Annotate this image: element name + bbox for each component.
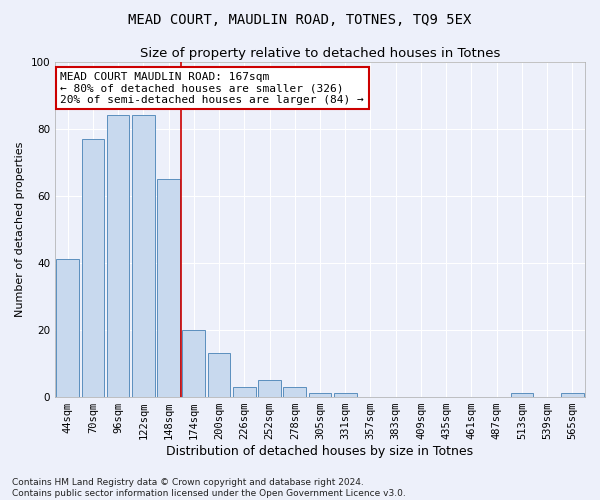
Bar — [511, 393, 533, 396]
Bar — [182, 330, 205, 396]
Bar — [233, 386, 256, 396]
Text: MEAD COURT, MAUDLIN ROAD, TOTNES, TQ9 5EX: MEAD COURT, MAUDLIN ROAD, TOTNES, TQ9 5E… — [128, 12, 472, 26]
X-axis label: Distribution of detached houses by size in Totnes: Distribution of detached houses by size … — [166, 444, 473, 458]
Bar — [561, 393, 584, 396]
Bar — [334, 393, 356, 396]
Y-axis label: Number of detached properties: Number of detached properties — [15, 142, 25, 317]
Bar — [208, 353, 230, 397]
Text: MEAD COURT MAUDLIN ROAD: 167sqm
← 80% of detached houses are smaller (326)
20% o: MEAD COURT MAUDLIN ROAD: 167sqm ← 80% of… — [61, 72, 364, 105]
Text: Contains HM Land Registry data © Crown copyright and database right 2024.
Contai: Contains HM Land Registry data © Crown c… — [12, 478, 406, 498]
Bar — [107, 116, 130, 396]
Bar — [283, 386, 306, 396]
Bar — [308, 393, 331, 396]
Bar — [82, 138, 104, 396]
Bar — [132, 116, 155, 396]
Bar — [258, 380, 281, 396]
Bar — [56, 260, 79, 396]
Title: Size of property relative to detached houses in Totnes: Size of property relative to detached ho… — [140, 48, 500, 60]
Bar — [157, 179, 180, 396]
